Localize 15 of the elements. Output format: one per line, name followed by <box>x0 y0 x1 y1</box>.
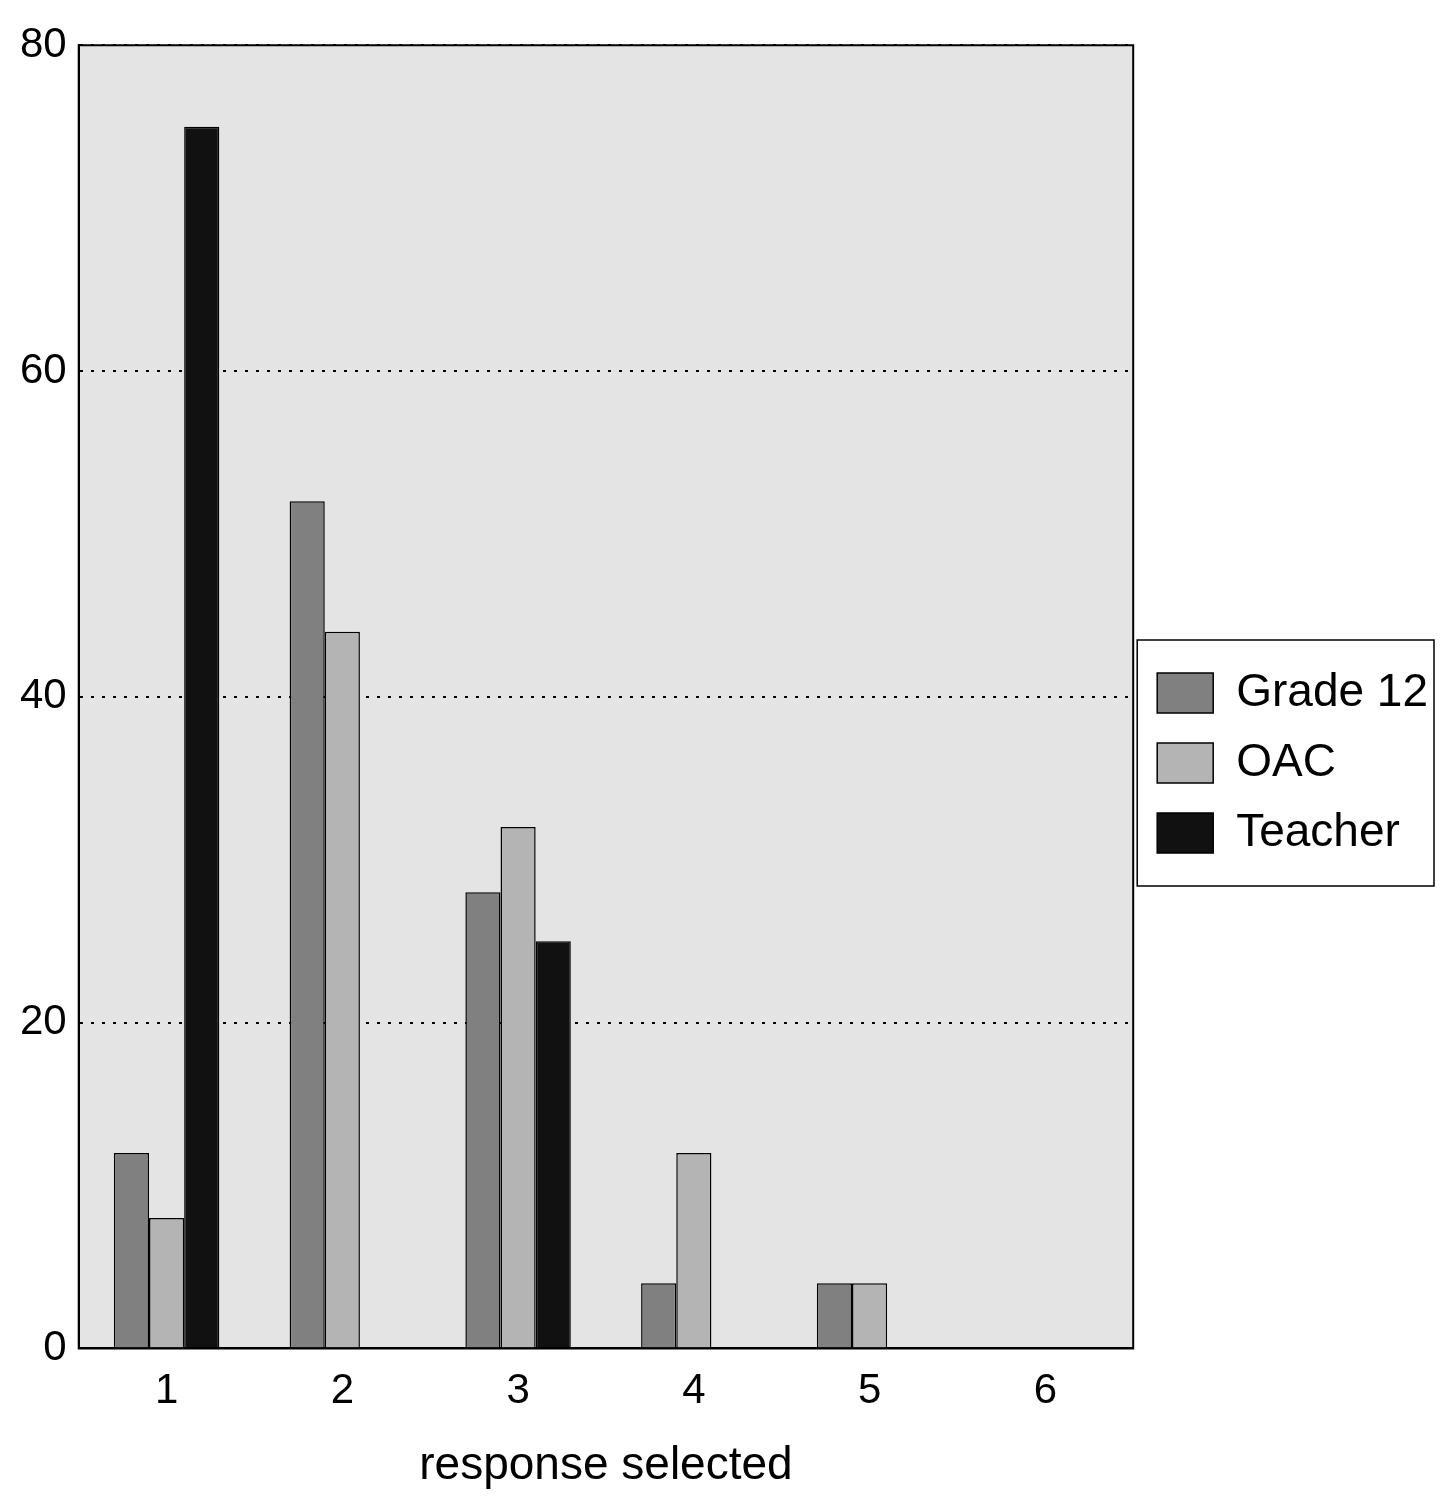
x-tick-label: 1 <box>154 1365 179 1413</box>
y-tick-label: 60 <box>20 344 67 392</box>
x-tick-label: 6 <box>1033 1365 1058 1413</box>
x-tick-label: 2 <box>330 1365 355 1413</box>
x-tick-label: 5 <box>857 1365 882 1413</box>
y-tick-label: 0 <box>43 1321 67 1369</box>
x-tick-label: 3 <box>506 1365 530 1413</box>
x-tick-label: 4 <box>682 1365 706 1413</box>
y-tick-label: 80 <box>20 18 67 66</box>
legend-label: Teacher <box>1236 803 1400 856</box>
x-axis-title: response selected <box>419 1437 793 1490</box>
legend-label: OAC <box>1236 733 1336 786</box>
y-tick-label: 40 <box>20 670 67 718</box>
legend-label: Grade 12 <box>1236 663 1428 716</box>
y-tick-label: 20 <box>20 996 67 1044</box>
